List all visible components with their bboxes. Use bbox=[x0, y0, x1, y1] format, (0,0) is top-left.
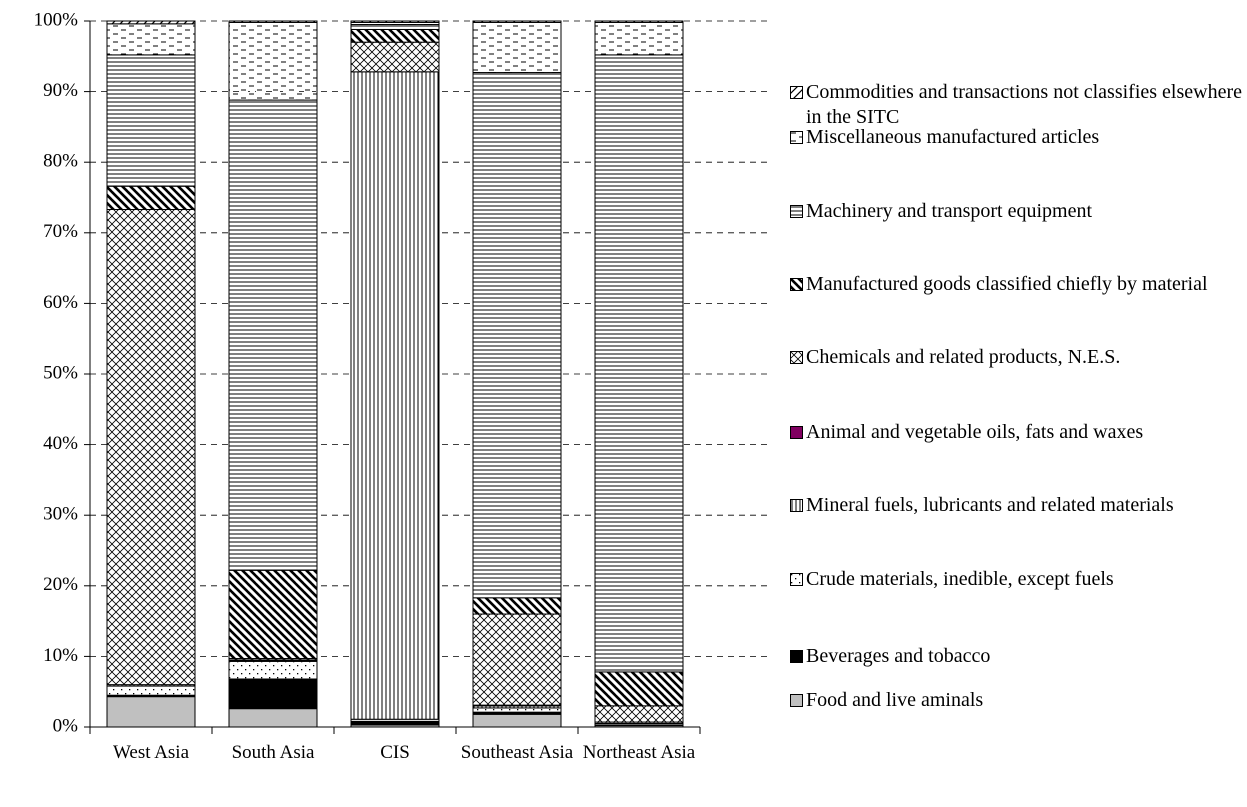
bar-segment bbox=[106, 54, 196, 187]
y-tick-label: 20% bbox=[43, 574, 78, 595]
legend-swatch bbox=[790, 351, 803, 364]
legend-item: Animal and vegetable oils, fats and waxe… bbox=[790, 420, 1247, 445]
legend-item: Food and live aminals bbox=[790, 688, 1247, 713]
x-tick-label: Northeast Asia bbox=[582, 742, 696, 763]
y-tick-label: 60% bbox=[43, 292, 78, 313]
legend-item: Crude materials, inedible, except fuels bbox=[790, 567, 1247, 592]
bar-segment bbox=[228, 99, 318, 571]
x-tick-label: West Asia bbox=[112, 742, 190, 763]
legend-item: Machinery and transport equipment bbox=[790, 199, 1247, 224]
bar-segment bbox=[228, 708, 318, 728]
bar-segment bbox=[350, 24, 440, 30]
y-tick-label: 0% bbox=[53, 715, 79, 736]
legend-swatch bbox=[790, 694, 803, 707]
x-tick-label: South Asia bbox=[231, 742, 315, 763]
bar-segment bbox=[106, 23, 196, 56]
legend-item: Chemicals and related products, N.E.S. bbox=[790, 345, 1247, 370]
legend-label: Mineral fuels, lubricants and related ma… bbox=[806, 494, 1174, 516]
bar-segment bbox=[594, 54, 684, 673]
legend-item: Beverages and tobacco bbox=[790, 644, 1247, 669]
bar-segment bbox=[106, 20, 196, 25]
legend-item: Manufactured goods classified chiefly by… bbox=[790, 272, 1247, 297]
bar-segment bbox=[472, 20, 562, 23]
bar-segment bbox=[350, 720, 440, 726]
bar-segment bbox=[472, 613, 562, 706]
legend-swatch bbox=[790, 573, 803, 586]
legend-label: Miscellaneous manufactured articles bbox=[806, 126, 1100, 148]
legend-swatch bbox=[790, 205, 803, 218]
legend-swatch bbox=[790, 86, 803, 99]
y-tick-label: 70% bbox=[43, 221, 78, 242]
legend-label: Commodities and transactions not classif… bbox=[806, 81, 1243, 128]
bar-segment bbox=[350, 71, 440, 720]
legend-item: Miscellaneous manufactured articles bbox=[790, 125, 1247, 150]
legend-label: Chemicals and related products, N.E.S. bbox=[806, 346, 1121, 368]
legend-swatch bbox=[790, 131, 803, 144]
y-tick-label: 40% bbox=[43, 433, 78, 454]
bar-segment bbox=[472, 72, 562, 599]
bar-segment bbox=[472, 597, 562, 615]
x-tick-label: CIS bbox=[380, 742, 410, 763]
legend-swatch bbox=[790, 426, 803, 439]
legend-label: Crude materials, inedible, except fuels bbox=[806, 568, 1114, 590]
bar-segment bbox=[228, 21, 318, 101]
bar-segment bbox=[472, 713, 562, 728]
legend-label: Manufactured goods classified chiefly by… bbox=[806, 273, 1208, 295]
x-tick-label: Southeast Asia bbox=[460, 742, 574, 763]
bar-segment bbox=[594, 705, 684, 723]
legend-item: Commodities and transactions not classif… bbox=[790, 80, 1247, 130]
y-tick-label: 50% bbox=[43, 362, 78, 383]
legend-label: Food and live aminals bbox=[806, 689, 984, 711]
bar-segment bbox=[228, 678, 318, 710]
bar-segment bbox=[594, 671, 684, 707]
legend-label: Beverages and tobacco bbox=[806, 645, 991, 667]
legend-label: Animal and vegetable oils, fats and waxe… bbox=[806, 421, 1144, 443]
bar-segment bbox=[472, 707, 562, 713]
legend-swatch bbox=[790, 499, 803, 512]
legend-label: Machinery and transport equipment bbox=[806, 200, 1093, 222]
y-tick-label: 100% bbox=[34, 9, 79, 30]
bar-segment bbox=[350, 41, 440, 73]
bar-segment bbox=[472, 21, 562, 74]
y-tick-label: 80% bbox=[43, 151, 78, 172]
y-tick-label: 10% bbox=[43, 645, 78, 666]
bar-segment bbox=[350, 28, 440, 43]
bar-segment bbox=[106, 685, 196, 696]
bar-segment bbox=[106, 209, 196, 686]
legend-swatch bbox=[790, 650, 803, 663]
bar-segment bbox=[106, 185, 196, 211]
bar-segment bbox=[106, 696, 196, 728]
bar-segment bbox=[594, 20, 684, 23]
bar-segment bbox=[228, 569, 318, 660]
bar-segment bbox=[228, 660, 318, 680]
y-tick-label: 30% bbox=[43, 504, 78, 525]
legend-swatch bbox=[790, 278, 803, 291]
bar-segment bbox=[228, 20, 318, 23]
legend-item: Mineral fuels, lubricants and related ma… bbox=[790, 493, 1247, 518]
bar-segment bbox=[350, 20, 440, 23]
y-tick-label: 90% bbox=[43, 80, 78, 101]
bar-segment bbox=[594, 21, 684, 56]
